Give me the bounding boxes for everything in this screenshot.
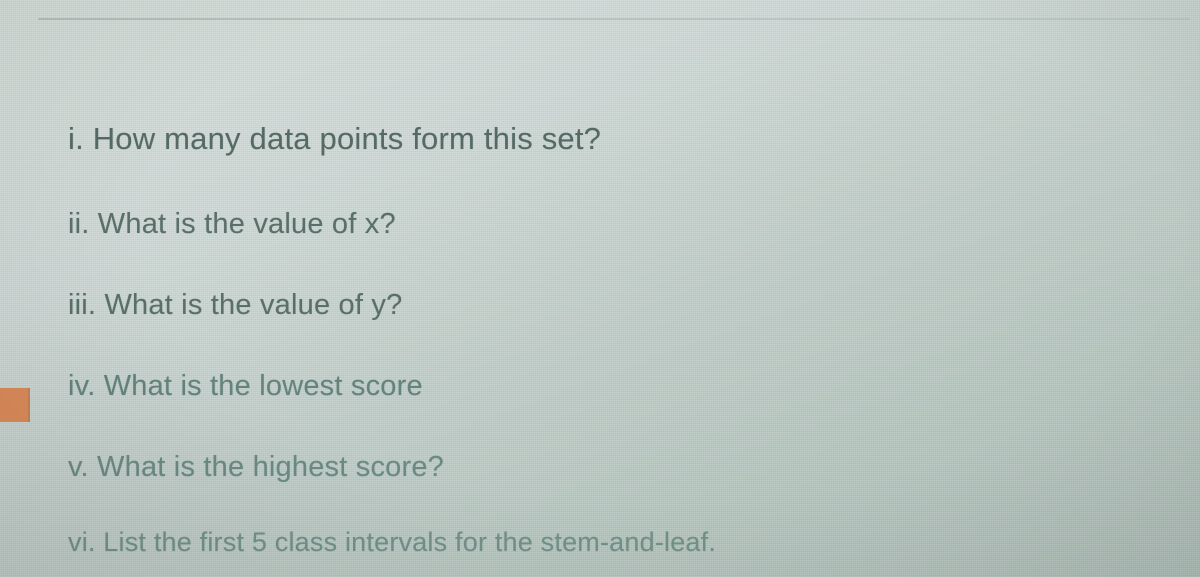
question-i: i. How many data points form this set? <box>68 120 1160 157</box>
question-list: i. How many data points form this set? i… <box>68 120 1160 577</box>
question-iii: iii. What is the value of y? <box>68 288 1160 323</box>
sidebar-accent-tab <box>0 388 30 422</box>
panel-top-edge <box>38 18 1190 20</box>
question-vi: vi. List the first 5 class intervals for… <box>68 526 1160 558</box>
question-v: v. What is the highest score? <box>68 450 1160 485</box>
question-ii: ii. What is the value of x? <box>68 207 1160 242</box>
question-iv: iv. What is the lowest score <box>68 369 1160 404</box>
